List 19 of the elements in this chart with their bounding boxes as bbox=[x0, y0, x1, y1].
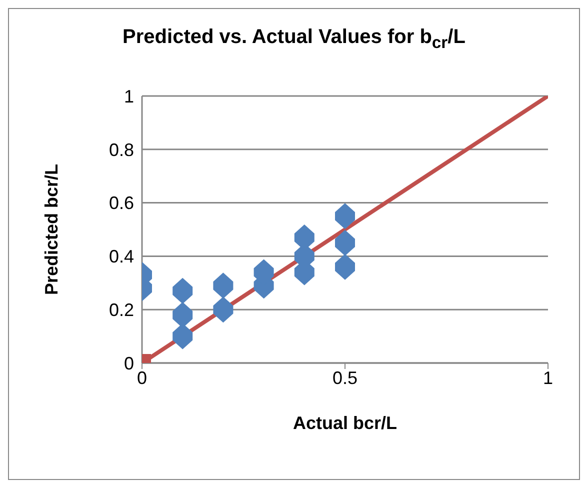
x-axis-title: Actual bcr/L bbox=[292, 413, 398, 433]
x-tick-label: 0.5 bbox=[332, 368, 358, 388]
point bbox=[335, 230, 355, 256]
point bbox=[213, 296, 234, 323]
x-tick-label: 1 bbox=[542, 368, 554, 388]
point bbox=[335, 254, 355, 280]
chart-title: Predicted vs. Actual Values for b$_{cr}$/L bbox=[122, 26, 466, 53]
y-tick-label: 0.4 bbox=[108, 246, 134, 267]
y-tick-label: 0.6 bbox=[108, 193, 134, 214]
point bbox=[172, 278, 193, 304]
point bbox=[213, 272, 234, 299]
point bbox=[172, 302, 193, 328]
y-tick-label: 0.8 bbox=[108, 140, 134, 160]
y-tick-label: 1 bbox=[124, 86, 134, 106]
y-tick-label: 0.2 bbox=[108, 300, 134, 320]
x-tick-label: 0 bbox=[136, 368, 148, 388]
y-axis-title: Predicted bcr/L bbox=[41, 164, 62, 296]
y-tick-label: 0 bbox=[124, 353, 134, 374]
point bbox=[335, 203, 355, 230]
